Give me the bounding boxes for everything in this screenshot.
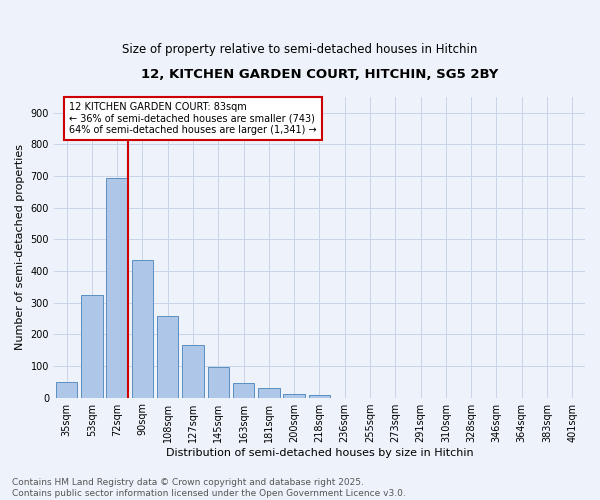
Bar: [233, 383, 254, 398]
Text: Contains HM Land Registry data © Crown copyright and database right 2025.
Contai: Contains HM Land Registry data © Crown c…: [12, 478, 406, 498]
Text: 12 KITCHEN GARDEN COURT: 83sqm
← 36% of semi-detached houses are smaller (743)
6: 12 KITCHEN GARDEN COURT: 83sqm ← 36% of …: [69, 102, 317, 135]
Bar: [258, 388, 280, 398]
Bar: [208, 367, 229, 398]
Y-axis label: Number of semi-detached properties: Number of semi-detached properties: [15, 144, 25, 350]
Bar: [56, 382, 77, 398]
Bar: [81, 294, 103, 398]
Bar: [106, 178, 128, 398]
Bar: [309, 395, 330, 398]
Bar: [131, 260, 153, 398]
Bar: [157, 316, 178, 398]
X-axis label: Distribution of semi-detached houses by size in Hitchin: Distribution of semi-detached houses by …: [166, 448, 473, 458]
Bar: [283, 394, 305, 398]
Title: 12, KITCHEN GARDEN COURT, HITCHIN, SG5 2BY: 12, KITCHEN GARDEN COURT, HITCHIN, SG5 2…: [141, 68, 498, 80]
Bar: [182, 346, 204, 398]
Text: Size of property relative to semi-detached houses in Hitchin: Size of property relative to semi-detach…: [122, 42, 478, 56]
